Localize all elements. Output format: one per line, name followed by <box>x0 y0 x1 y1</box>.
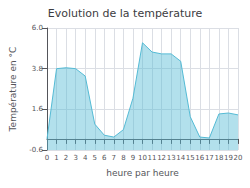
svg-text:Evolution de la température: Evolution de la température <box>48 7 203 20</box>
svg-text:19: 19 <box>224 154 233 162</box>
svg-text:14: 14 <box>176 154 185 162</box>
svg-text:3: 3 <box>73 154 77 162</box>
svg-text:1.6: 1.6 <box>32 105 44 113</box>
svg-text:3.8: 3.8 <box>32 65 43 73</box>
svg-text:17: 17 <box>205 154 214 162</box>
svg-text:12: 12 <box>157 154 166 162</box>
svg-text:11: 11 <box>148 154 157 162</box>
svg-text:5: 5 <box>93 154 97 162</box>
svg-text:0: 0 <box>45 154 49 162</box>
svg-text:4: 4 <box>83 154 88 162</box>
svg-text:Température en °C: Température en °C <box>8 47 18 133</box>
svg-text:6: 6 <box>102 154 107 162</box>
svg-text:18: 18 <box>214 154 223 162</box>
svg-text:20: 20 <box>234 154 243 162</box>
svg-text:heure par heure: heure par heure <box>106 168 179 178</box>
svg-text:6.0: 6.0 <box>32 24 43 32</box>
svg-text:16: 16 <box>195 154 204 162</box>
svg-text:9: 9 <box>131 154 135 162</box>
svg-text:13: 13 <box>167 154 176 162</box>
svg-text:15: 15 <box>186 154 195 162</box>
svg-text:-0.6: -0.6 <box>29 146 43 154</box>
svg-text:8: 8 <box>121 154 125 162</box>
svg-text:1: 1 <box>54 154 58 162</box>
svg-text:2: 2 <box>64 154 68 162</box>
svg-text:7: 7 <box>112 154 116 162</box>
svg-text:10: 10 <box>138 154 147 162</box>
